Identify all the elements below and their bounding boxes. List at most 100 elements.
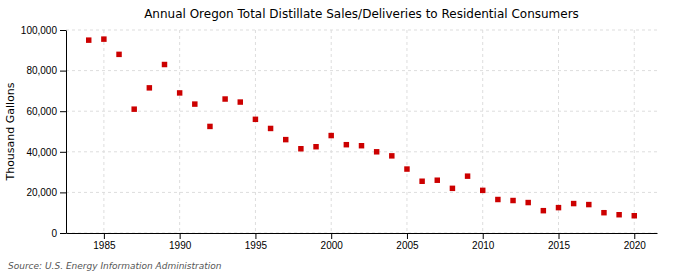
- point: [313, 144, 318, 149]
- tick: 2020: [624, 233, 647, 251]
- point: [86, 37, 91, 42]
- tick: 100,000: [21, 25, 66, 36]
- point: [101, 36, 106, 41]
- point: [253, 117, 258, 122]
- tick-label: 1990: [169, 240, 192, 251]
- y-axis-label: Thousand Gallons: [4, 82, 17, 181]
- point: [162, 62, 167, 67]
- tick-label: 20,000: [26, 187, 57, 198]
- tick-mark: [60, 152, 66, 153]
- point: [435, 177, 440, 182]
- tick-mark: [331, 233, 332, 239]
- grid-line: [482, 30, 483, 233]
- grid-line: [66, 70, 657, 71]
- point: [632, 213, 637, 218]
- tick-label: 1995: [245, 240, 268, 251]
- y-axis: 0 20,000 40,000 60,000 80,000 100,000: [21, 25, 67, 239]
- point: [192, 101, 197, 106]
- point: [510, 198, 515, 203]
- point: [525, 200, 530, 205]
- tick-mark: [60, 233, 66, 234]
- annotation: Source: U.S. Energy Information Administ…: [8, 261, 222, 271]
- point: [404, 166, 409, 171]
- point: [450, 186, 455, 191]
- point: [616, 212, 621, 217]
- grid: [66, 30, 657, 233]
- tick-label: 2005: [396, 240, 419, 251]
- point: [480, 188, 485, 193]
- tick-label: 40,000: [26, 147, 57, 158]
- tick-mark: [559, 233, 560, 239]
- grid-line: [558, 30, 559, 233]
- point: [495, 197, 500, 202]
- tick: 2005: [396, 233, 419, 251]
- tick-mark: [407, 233, 408, 239]
- tick-mark: [483, 233, 484, 239]
- tick: 20,000: [26, 187, 66, 198]
- tick-mark: [60, 30, 66, 31]
- axis-line: [67, 233, 658, 234]
- tick-label: 2010: [472, 240, 495, 251]
- point: [328, 133, 333, 138]
- tick-label: 2000: [321, 240, 344, 251]
- tick-label: 2015: [548, 240, 571, 251]
- plot-area: 1985 1990 1995 2000 2005 2010 2015 2020 0 20,000 4…: [21, 25, 658, 251]
- tick: 80,000: [26, 65, 66, 76]
- tick: 40,000: [26, 147, 66, 158]
- point: [586, 202, 591, 207]
- grid-line: [66, 151, 657, 152]
- point: [283, 137, 288, 142]
- tick: 2000: [321, 233, 344, 251]
- tick-mark: [60, 192, 66, 193]
- point: [238, 99, 243, 104]
- tick-label: 100,000: [21, 25, 58, 36]
- point: [374, 149, 379, 154]
- grid-line: [66, 233, 657, 234]
- point: [222, 96, 227, 101]
- grid-line: [66, 111, 657, 112]
- point: [571, 201, 576, 206]
- tick: 1985: [93, 233, 116, 251]
- grid-line: [66, 192, 657, 193]
- point: [541, 208, 546, 213]
- tick-label: 80,000: [26, 65, 57, 76]
- point: [131, 106, 136, 111]
- point: [465, 173, 470, 178]
- x-axis: 1985 1990 1995 2000 2005 2010 2015 2020: [67, 233, 658, 251]
- grid-line: [179, 30, 180, 233]
- tick-label: 1985: [93, 240, 116, 251]
- title: Annual Oregon Total Distillate Sales/Del…: [144, 7, 579, 21]
- tick-label: 0: [51, 228, 57, 239]
- tick: 0: [51, 228, 66, 239]
- grid-line: [255, 30, 256, 233]
- chart: 1985 1990 1995 2000 2005 2010 2015 2020 0 20,000 4…: [0, 0, 675, 275]
- tick-mark: [634, 233, 635, 239]
- grid-line: [634, 30, 635, 233]
- point: [601, 210, 606, 215]
- tick-mark: [180, 233, 181, 239]
- tick-mark: [255, 233, 256, 239]
- point: [419, 178, 424, 183]
- point: [116, 52, 121, 57]
- tick: 2010: [472, 233, 495, 251]
- grid-line: [331, 30, 332, 233]
- grid-line: [406, 30, 407, 233]
- point: [298, 146, 303, 151]
- tick: 1990: [169, 233, 192, 251]
- tick: 1995: [245, 233, 268, 251]
- grid-line: [103, 30, 104, 233]
- point: [344, 142, 349, 147]
- axis-line: [66, 31, 67, 234]
- points: [86, 36, 637, 218]
- tick: 60,000: [26, 106, 66, 117]
- point: [207, 124, 212, 129]
- grid-line: [66, 30, 657, 31]
- tick-mark: [60, 111, 66, 112]
- tick-mark: [104, 233, 105, 239]
- point: [359, 143, 364, 148]
- tick-label: 2020: [624, 240, 647, 251]
- tick-mark: [60, 71, 66, 72]
- point: [177, 90, 182, 95]
- tick: 2015: [548, 233, 571, 251]
- point: [389, 153, 394, 158]
